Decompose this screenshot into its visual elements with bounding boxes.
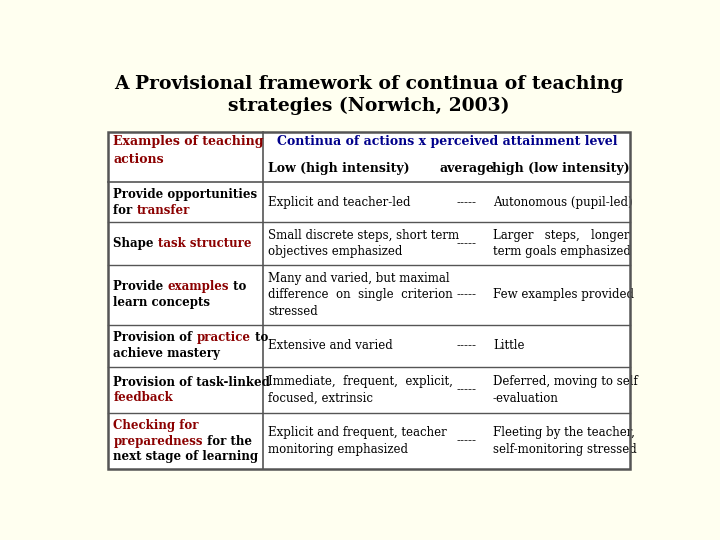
- Text: to: to: [229, 280, 247, 293]
- Text: Explicit and teacher-led: Explicit and teacher-led: [268, 195, 410, 209]
- Bar: [108, 132, 630, 469]
- Text: -----: -----: [456, 339, 477, 352]
- Text: Explicit and frequent, teacher
monitoring emphasized: Explicit and frequent, teacher monitorin…: [268, 426, 446, 456]
- Text: Immediate,  frequent,  explicit,
focused, extrinsic: Immediate, frequent, explicit, focused, …: [268, 375, 453, 405]
- Text: preparedness: preparedness: [114, 435, 203, 448]
- Text: for the: for the: [203, 435, 252, 448]
- Text: Small discrete steps, short term
objectives emphasized: Small discrete steps, short term objecti…: [268, 229, 459, 258]
- Text: Provide opportunities: Provide opportunities: [114, 188, 258, 201]
- Text: -----: -----: [456, 288, 477, 301]
- Text: Few examples provided: Few examples provided: [493, 288, 634, 301]
- Text: practice: practice: [197, 332, 251, 345]
- Text: average: average: [439, 161, 494, 174]
- Text: -----: -----: [456, 195, 477, 209]
- Text: Deferred, moving to self
-evaluation: Deferred, moving to self -evaluation: [493, 375, 638, 405]
- Text: Checking for: Checking for: [114, 418, 199, 432]
- Text: to: to: [251, 332, 268, 345]
- Text: for: for: [114, 204, 137, 217]
- Text: learn concepts: learn concepts: [114, 296, 210, 309]
- Text: Provision of: Provision of: [114, 332, 197, 345]
- Text: Provision of task-linked: Provision of task-linked: [114, 376, 270, 389]
- Text: Many and varied, but maximal
difference  on  single  criterion
stressed: Many and varied, but maximal difference …: [268, 272, 453, 318]
- Text: high (low intensity): high (low intensity): [492, 161, 630, 174]
- Text: Provide: Provide: [114, 280, 168, 293]
- Bar: [108, 132, 630, 469]
- Text: Continua of actions x perceived attainment level: Continua of actions x perceived attainme…: [276, 134, 617, 147]
- Text: actions: actions: [114, 153, 164, 166]
- Text: Fleeting by the teacher,
self-monitoring stressed: Fleeting by the teacher, self-monitoring…: [493, 426, 636, 456]
- Text: Larger   steps,   longer
term goals emphasized: Larger steps, longer term goals emphasiz…: [493, 229, 631, 258]
- Text: task structure: task structure: [158, 237, 251, 250]
- Text: achieve mastery: achieve mastery: [114, 347, 220, 360]
- Text: Shape: Shape: [114, 237, 158, 250]
- Text: A Provisional framework of continua of teaching: A Provisional framework of continua of t…: [114, 75, 624, 93]
- Text: -----: -----: [456, 435, 477, 448]
- Text: next stage of learning: next stage of learning: [114, 450, 258, 463]
- Text: -----: -----: [456, 237, 477, 250]
- Text: examples: examples: [168, 280, 229, 293]
- Text: Little: Little: [493, 339, 524, 352]
- Text: -----: -----: [456, 383, 477, 396]
- Text: strategies (Norwich, 2003): strategies (Norwich, 2003): [228, 97, 510, 116]
- Text: Examples of teaching: Examples of teaching: [114, 136, 264, 148]
- Text: Extensive and varied: Extensive and varied: [268, 339, 392, 352]
- Text: Low (high intensity): Low (high intensity): [268, 161, 410, 174]
- Text: transfer: transfer: [137, 204, 190, 217]
- Text: feedback: feedback: [114, 392, 174, 404]
- Text: Autonomous (pupil-led): Autonomous (pupil-led): [493, 195, 633, 209]
